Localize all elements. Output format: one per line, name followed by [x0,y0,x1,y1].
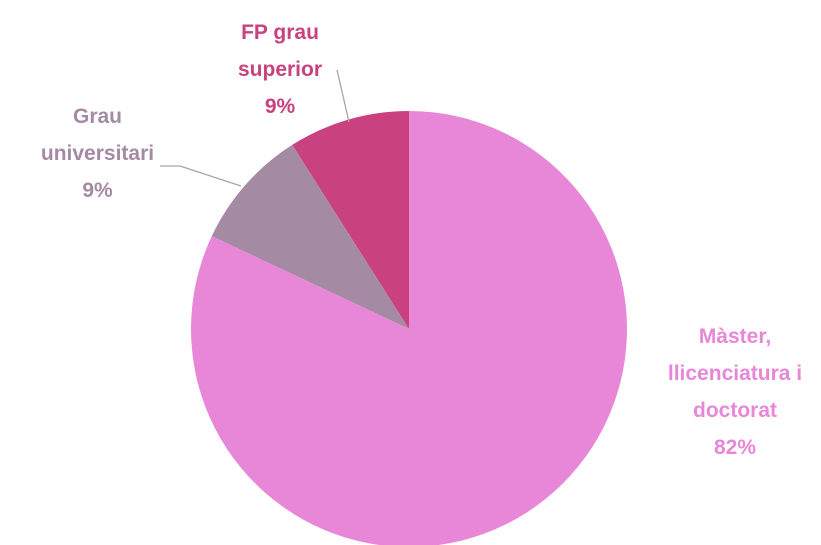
value-label: 9% [82,179,113,202]
pie-slice [191,111,627,545]
pie-slice [211,144,409,329]
leader-line [160,165,242,187]
value-label: 9% [264,95,296,118]
slice-label: Màster, llicenciatura i doctorat 82% [645,318,821,466]
category-label: Grau universitari [40,105,155,165]
slice-label: Grau universitari 9% [20,98,175,209]
category-label: Màster, llicenciatura i doctorat [667,325,803,422]
pie-slice [292,111,409,329]
slice-label: FP grau superior 9% [220,14,340,125]
leader-line [336,69,350,123]
value-label: 82% [713,436,757,459]
category-label: FP grau superior [237,21,323,81]
